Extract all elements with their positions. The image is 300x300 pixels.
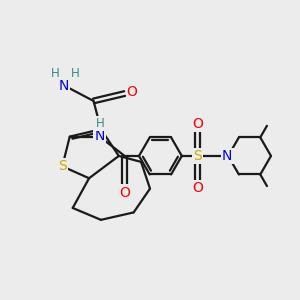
Text: O: O (119, 185, 130, 200)
Text: H: H (50, 67, 59, 80)
Text: O: O (192, 181, 203, 195)
Text: S: S (193, 149, 202, 163)
Text: N: N (94, 129, 105, 143)
Text: O: O (192, 117, 203, 131)
Text: N: N (222, 149, 232, 163)
Text: H: H (71, 67, 80, 80)
Text: H: H (96, 117, 104, 130)
Text: N: N (58, 79, 69, 93)
Text: S: S (58, 159, 67, 173)
Text: O: O (127, 85, 138, 99)
